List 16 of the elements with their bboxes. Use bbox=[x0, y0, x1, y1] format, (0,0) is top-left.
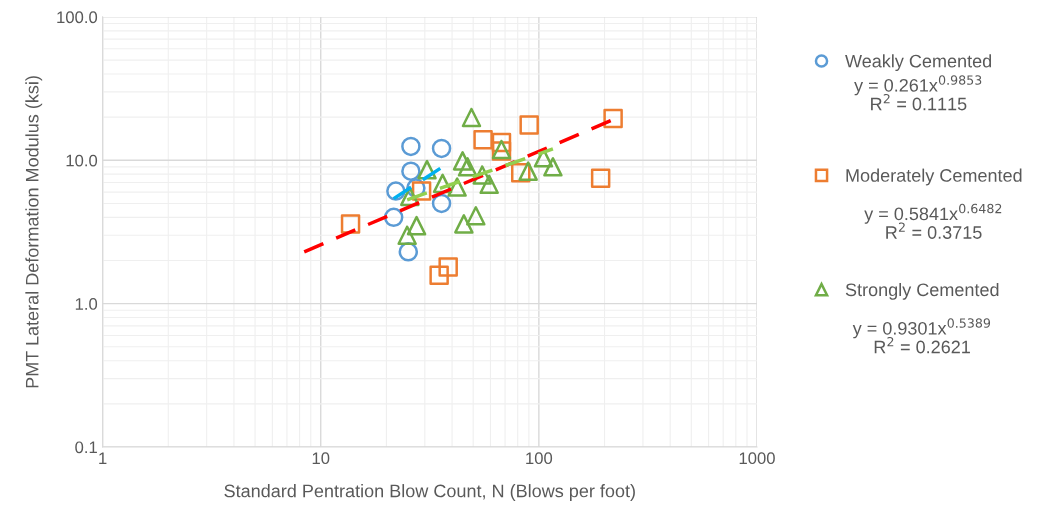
x-tick-label: 10 bbox=[312, 452, 330, 465]
legend-label: Moderately Cemented bbox=[846, 168, 1022, 186]
y-tick-label: 10.0 bbox=[66, 154, 98, 167]
legend-label: Strongly Cemented bbox=[845, 282, 999, 300]
x-axis-title: Standard Pentration Blow Count, N (Blows per foot) bbox=[224, 484, 635, 501]
x-tick-label: 1000 bbox=[739, 452, 775, 465]
text: R$^{2}$ = 0.1115 bbox=[871, 93, 967, 111]
legend-label: Weakly Cemented bbox=[845, 54, 992, 72]
y-axis-title: PMT Lateral Deformation Modulus (ksi) bbox=[25, 76, 43, 388]
text: R$^{2}$ = 0.3715 bbox=[886, 222, 982, 239]
x-tick-label: 100 bbox=[526, 452, 553, 465]
y-tick-label: 0.1 bbox=[75, 441, 97, 454]
y-tick-label: 100.0 bbox=[57, 11, 98, 24]
y-tick-label: 1.0 bbox=[75, 298, 98, 310]
x-tick-label: 1 bbox=[99, 452, 107, 464]
text: R$^{2}$ = 0.2621 bbox=[874, 336, 970, 354]
